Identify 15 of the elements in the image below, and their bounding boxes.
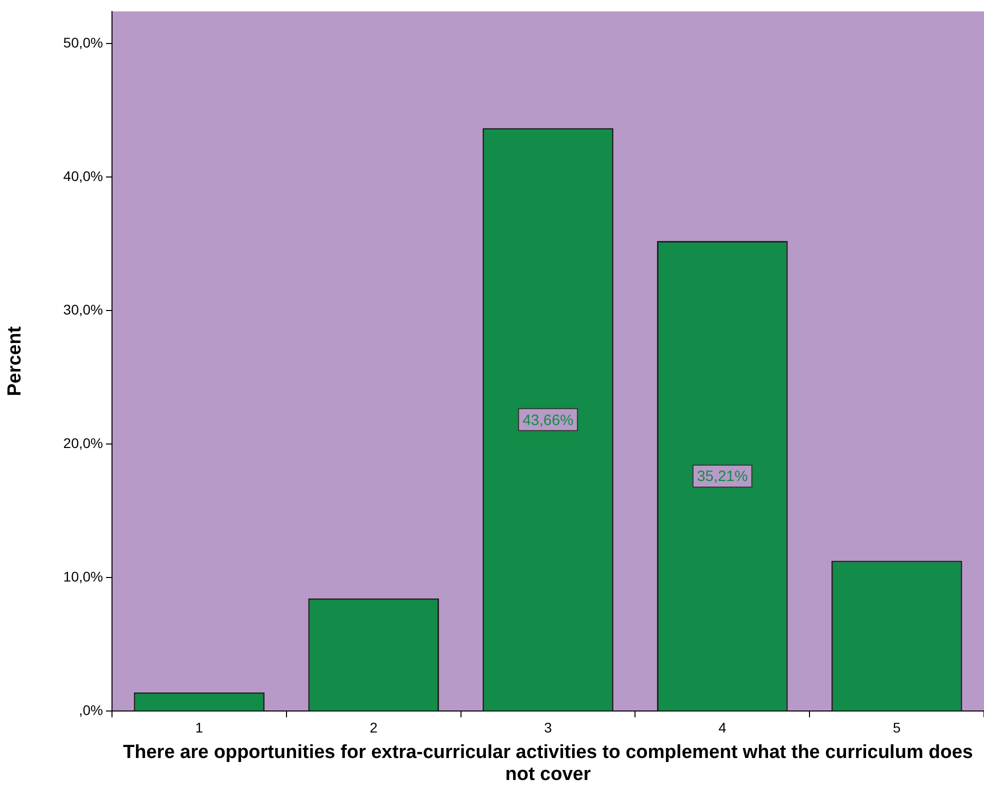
data-label: 35,21%: [696, 468, 748, 486]
x-tick-label: 4: [718, 719, 726, 736]
y-tick-label: 10,0%: [63, 568, 103, 585]
y-tick-label: 30,0%: [63, 301, 103, 318]
y-tick-label: 20,0%: [63, 434, 103, 451]
x-axis-title: There are opportunities for extra-curricular activities to complement what the curriculum does not cover: [122, 742, 974, 786]
data-label: 43,66%: [522, 412, 574, 429]
x-tick-label: 5: [892, 719, 901, 736]
y-tick-label: ,0%: [78, 702, 103, 718]
x-tick-label: 3: [544, 719, 552, 736]
y-tick-label: 40,0%: [63, 168, 103, 184]
y-axis-title: Percent: [4, 326, 26, 396]
x-tick-label: 1: [195, 719, 204, 736]
x-tick-label: 2: [370, 719, 378, 736]
y-tick-label: 50,0%: [63, 34, 103, 50]
